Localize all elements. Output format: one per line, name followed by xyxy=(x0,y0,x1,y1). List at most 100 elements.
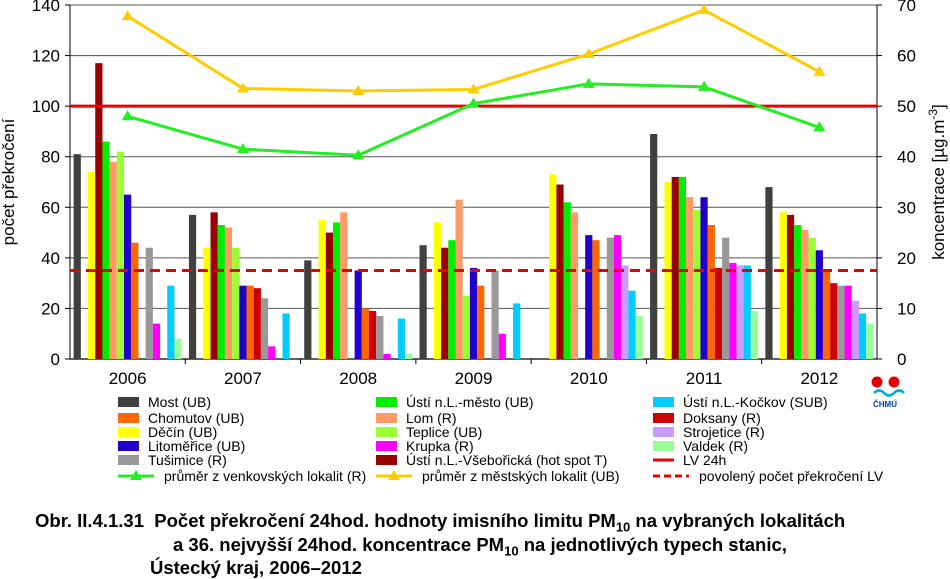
legend-label: povolený počet překročení LV xyxy=(699,468,884,484)
series-marker xyxy=(352,149,365,160)
bar xyxy=(405,353,413,359)
series-marker xyxy=(236,143,249,154)
bar xyxy=(801,230,809,359)
y-right-tick-label: 20 xyxy=(897,249,916,268)
y-right-tick-label: 10 xyxy=(897,299,916,318)
bar xyxy=(606,237,614,359)
bar xyxy=(369,310,377,359)
bar xyxy=(95,63,103,360)
bar xyxy=(678,176,687,359)
caption-text-2b: na jednotlivých typech stanic, xyxy=(518,534,787,555)
y-right-tick-label: 30 xyxy=(897,198,916,217)
bar xyxy=(570,212,578,359)
series-marker xyxy=(813,121,826,132)
bar xyxy=(686,197,694,359)
bar xyxy=(88,171,96,359)
bar xyxy=(693,209,701,359)
legend-label: Tušimice (R) xyxy=(148,452,227,468)
bar xyxy=(743,265,751,359)
legend-label: Ústí n.L.-Kočkov (SUB) xyxy=(683,394,828,410)
bar xyxy=(268,346,276,359)
caption-sub-1: 10 xyxy=(615,519,631,535)
y-right-tick-label: 60 xyxy=(897,47,916,66)
bar xyxy=(455,199,463,359)
bar xyxy=(549,174,557,359)
legend-label: Litoměřice (UB) xyxy=(148,438,245,454)
bar xyxy=(786,214,795,359)
legend-label: Děčín (UB) xyxy=(148,424,217,440)
legend-label: Chomutov (UB) xyxy=(148,410,244,426)
series-marker xyxy=(582,48,595,59)
bar xyxy=(469,267,478,359)
caption-text-1: Počet překročení 24hod. hodnoty imisního… xyxy=(154,510,616,531)
series-marker xyxy=(121,10,134,21)
series-marker xyxy=(236,82,249,93)
bar xyxy=(822,270,831,359)
bar xyxy=(441,247,449,359)
bar xyxy=(354,270,362,359)
bar xyxy=(304,260,312,359)
bar xyxy=(188,214,197,359)
legend-marker xyxy=(388,470,400,480)
bar xyxy=(361,308,370,359)
bar xyxy=(340,212,348,359)
bar xyxy=(318,219,326,359)
y-left-axis-title: počet překročení xyxy=(0,118,18,245)
series-marker xyxy=(467,97,480,108)
bar xyxy=(700,197,708,359)
legend-swatch xyxy=(118,397,139,407)
caption-text-1b: na vybraných lokalitách xyxy=(630,510,846,531)
bar xyxy=(239,285,247,359)
series-marker xyxy=(582,77,595,88)
caption-line-3: Ústecký kraj, 2006–2012 xyxy=(150,557,362,579)
legend-swatch xyxy=(118,427,139,437)
bar xyxy=(167,285,175,359)
bar xyxy=(635,316,643,359)
logo-dot xyxy=(888,376,900,388)
bar xyxy=(224,227,233,359)
bar xyxy=(837,285,845,359)
y-left-tick-label: 120 xyxy=(32,47,60,66)
legend-swatch xyxy=(653,413,674,423)
legend-swatch xyxy=(376,455,397,465)
legend-label: Valdek (R) xyxy=(683,438,748,454)
legend-label: Strojetice (R) xyxy=(683,424,765,440)
bar xyxy=(333,222,341,359)
bar xyxy=(282,313,290,359)
y-right-axis-title: koncentrace [µg.m-3] xyxy=(926,104,948,260)
bar xyxy=(109,161,117,359)
bar xyxy=(714,267,723,359)
y-left-tick-label: 140 xyxy=(32,0,60,15)
bar xyxy=(203,247,211,359)
bar xyxy=(102,141,110,359)
bar xyxy=(621,265,629,359)
bar xyxy=(145,247,153,359)
y-right-tick-label: 50 xyxy=(897,97,916,116)
bar xyxy=(830,283,838,359)
bar xyxy=(260,298,269,359)
x-tick-label: 2008 xyxy=(339,369,377,388)
legend-swatch xyxy=(653,397,674,407)
logo-dot xyxy=(871,376,883,388)
bar xyxy=(397,318,406,359)
bar xyxy=(628,290,636,359)
bar xyxy=(650,133,658,359)
caption-sub-2: 10 xyxy=(504,543,519,559)
legend-swatch xyxy=(653,441,674,451)
series-marker xyxy=(698,80,711,91)
legend-swatch xyxy=(118,455,139,465)
bar xyxy=(736,265,744,359)
x-tick-label: 2006 xyxy=(109,369,147,388)
bar xyxy=(592,240,600,359)
bar xyxy=(844,285,852,359)
bar xyxy=(253,288,261,359)
bar xyxy=(116,151,125,359)
bar xyxy=(729,262,737,359)
bar xyxy=(232,247,240,359)
bar xyxy=(217,224,225,359)
caption-text-2: a 36. nejvyšší 24hod. koncentrace PM xyxy=(173,534,505,555)
bar xyxy=(858,313,867,359)
legend-label: LV 24h xyxy=(683,452,726,468)
y-left-tick-label: 80 xyxy=(41,148,60,167)
bar xyxy=(498,333,506,359)
